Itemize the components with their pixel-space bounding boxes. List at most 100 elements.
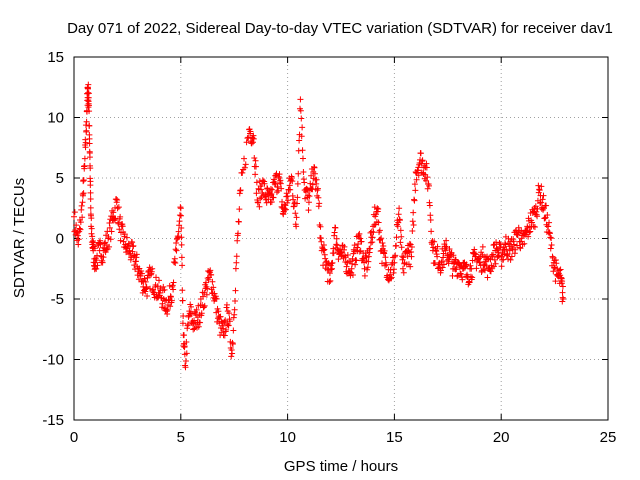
- data-point: [305, 199, 312, 206]
- data-point: [182, 357, 189, 364]
- data-point: [313, 176, 320, 183]
- data-point: [116, 226, 123, 233]
- data-point: [507, 256, 514, 263]
- data-point: [222, 317, 229, 324]
- data-point: [347, 272, 354, 279]
- y-tick-label: -15: [42, 412, 64, 429]
- data-point: [545, 223, 552, 230]
- data-point: [419, 157, 426, 164]
- data-point: [237, 187, 244, 194]
- data-point: [479, 243, 486, 250]
- data-point: [380, 243, 387, 250]
- data-point: [185, 321, 192, 328]
- data-point: [370, 229, 377, 236]
- data-point: [349, 272, 356, 279]
- data-point: [426, 202, 433, 209]
- data-point: [407, 241, 414, 248]
- data-point: [305, 192, 312, 199]
- data-point: [467, 262, 474, 269]
- data-point: [263, 199, 270, 206]
- y-tick-label: 10: [47, 110, 64, 127]
- data-point: [283, 190, 290, 197]
- data-point: [128, 254, 135, 261]
- data-point: [153, 274, 160, 281]
- data-point: [239, 169, 246, 176]
- data-point: [149, 265, 156, 272]
- data-point: [528, 219, 535, 226]
- data-point: [252, 157, 259, 164]
- data-point: [167, 293, 174, 300]
- x-tick-label: 0: [70, 429, 78, 446]
- data-point: [248, 140, 255, 147]
- data-point: [236, 206, 243, 213]
- data-point: [117, 237, 124, 244]
- data-point: [301, 179, 308, 186]
- data-point: [232, 265, 239, 272]
- data-point: [559, 278, 566, 285]
- data-point: [123, 234, 130, 241]
- data-point: [133, 251, 140, 258]
- data-point: [490, 242, 497, 249]
- data-point: [378, 235, 385, 242]
- y-tick-label: -10: [42, 352, 64, 369]
- data-point: [293, 200, 300, 207]
- data-point: [390, 266, 397, 273]
- data-point: [299, 124, 306, 131]
- data-point: [431, 238, 438, 245]
- data-point: [233, 253, 240, 260]
- data-point: [409, 227, 416, 234]
- data-point: [411, 181, 418, 188]
- data-point: [109, 207, 116, 214]
- data-point: [434, 253, 441, 260]
- data-point: [410, 222, 417, 229]
- data-point: [326, 278, 333, 285]
- data-point: [330, 250, 337, 257]
- data-point: [311, 164, 318, 171]
- data-point: [91, 245, 98, 252]
- y-tick-label: -5: [51, 291, 64, 308]
- data-point: [183, 338, 190, 345]
- data-points: [71, 81, 567, 371]
- x-tick-label: 10: [279, 429, 296, 446]
- data-point: [209, 278, 216, 285]
- data-point: [119, 223, 126, 230]
- data-point: [80, 190, 87, 197]
- data-point: [247, 128, 254, 135]
- data-point: [257, 195, 264, 202]
- data-point: [535, 182, 542, 189]
- data-point: [437, 267, 444, 274]
- data-point: [321, 246, 328, 253]
- data-point: [423, 164, 430, 171]
- data-point: [469, 257, 476, 264]
- data-point: [175, 228, 182, 235]
- data-point: [550, 268, 557, 275]
- data-point: [224, 321, 231, 328]
- data-point: [400, 254, 407, 261]
- data-point: [88, 230, 95, 237]
- data-point: [415, 172, 422, 179]
- data-point: [371, 204, 378, 211]
- data-point: [294, 194, 301, 201]
- data-point: [204, 285, 211, 292]
- data-point: [226, 310, 233, 317]
- data-point: [536, 187, 543, 194]
- data-point: [282, 206, 289, 213]
- data-point: [296, 137, 303, 144]
- data-point: [86, 108, 93, 115]
- data-point: [521, 240, 528, 247]
- data-point: [81, 155, 88, 162]
- data-point: [226, 318, 233, 325]
- data-point: [298, 133, 305, 140]
- data-point: [295, 147, 302, 154]
- data-point: [80, 177, 87, 184]
- data-point: [178, 241, 185, 248]
- data-point: [322, 255, 329, 262]
- data-point: [408, 244, 415, 251]
- data-point: [525, 233, 532, 240]
- data-point: [223, 301, 230, 308]
- data-point: [333, 235, 340, 242]
- data-point: [211, 290, 218, 297]
- data-point: [182, 364, 189, 371]
- data-point: [297, 96, 304, 103]
- data-point: [108, 228, 115, 235]
